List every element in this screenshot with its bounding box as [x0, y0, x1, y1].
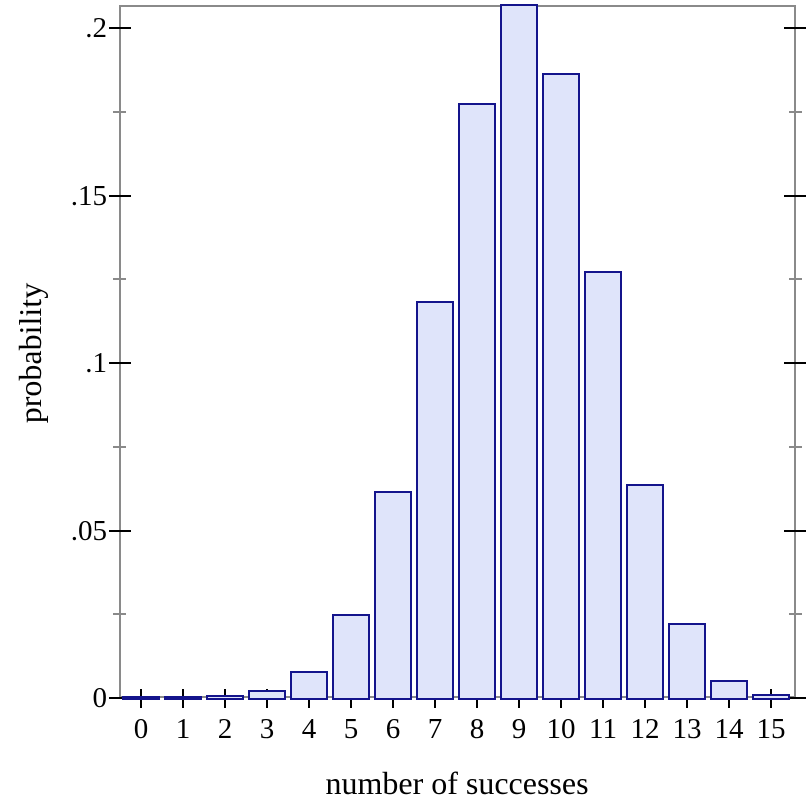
bar-3	[248, 690, 286, 700]
x-tick-label: 7	[427, 713, 443, 745]
x-tick-label: 11	[589, 713, 617, 745]
x-axis-title: number of successes	[325, 765, 589, 801]
bar-14	[710, 680, 748, 700]
y-tick-label: .05	[70, 515, 107, 547]
y-tick-label: .15	[70, 180, 107, 212]
y-minor-tick-left	[113, 613, 126, 615]
y-minor-tick-left	[113, 278, 126, 280]
y-tick-label: .1	[85, 347, 107, 379]
y-major-tick-right	[784, 697, 806, 699]
y-major-tick-right	[784, 195, 806, 197]
x-tick-label: 15	[756, 713, 786, 745]
bar-11	[584, 271, 622, 700]
y-minor-tick-left	[113, 111, 126, 113]
y-minor-tick-right	[789, 111, 802, 113]
x-tick-label: 14	[714, 713, 744, 745]
bar-13	[668, 623, 706, 700]
y-minor-tick-left	[113, 446, 126, 448]
y-major-tick-left	[109, 362, 131, 364]
bar-9	[500, 4, 538, 700]
bar-1	[164, 696, 202, 700]
y-major-tick-right	[784, 530, 806, 532]
y-major-tick-right	[784, 362, 806, 364]
y-tick-label: .2	[85, 12, 107, 44]
y-minor-tick-right	[789, 613, 802, 615]
x-tick-label: 9	[511, 713, 527, 745]
bar-15	[752, 694, 790, 700]
plot-frame	[119, 5, 796, 698]
bar-7	[416, 301, 454, 700]
bar-8	[458, 103, 496, 700]
x-tick-label: 2	[217, 713, 233, 745]
x-tick-label: 8	[469, 713, 485, 745]
bar-6	[374, 491, 412, 700]
bar-0	[122, 696, 160, 700]
bar-5	[332, 614, 370, 700]
x-tick-label: 12	[630, 713, 660, 745]
x-tick-label: 5	[343, 713, 359, 745]
x-tick-label: 10	[546, 713, 576, 745]
x-tick-label: 0	[133, 713, 149, 745]
y-major-tick-left	[109, 27, 131, 29]
y-major-tick-left	[109, 697, 131, 699]
y-minor-tick-right	[789, 278, 802, 280]
x-tick-label: 6	[385, 713, 401, 745]
y-major-tick-left	[109, 195, 131, 197]
x-tick-label: 4	[301, 713, 317, 745]
y-tick-label: 0	[92, 682, 108, 714]
bar-4	[290, 671, 328, 700]
bar-10	[542, 73, 580, 700]
bar-12	[626, 484, 664, 700]
x-tick-label: 3	[259, 713, 275, 745]
y-minor-tick-right	[789, 446, 802, 448]
y-major-tick-right	[784, 27, 806, 29]
bar-2	[206, 695, 244, 700]
x-tick-label: 1	[175, 713, 191, 745]
x-tick-label: 13	[672, 713, 702, 745]
y-major-tick-left	[109, 530, 131, 532]
